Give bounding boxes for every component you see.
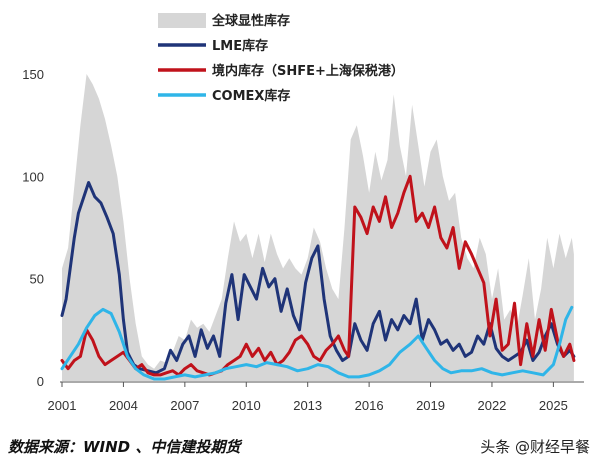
legend-label: 境内库存（SHFE+上海保税港） bbox=[212, 63, 404, 79]
watermark-text: 头条 @财经早餐 bbox=[480, 438, 590, 456]
source-note: 数据来源：WIND 、中信建投期货 bbox=[8, 438, 241, 456]
x-tick-label: 2016 bbox=[355, 398, 384, 413]
axis-layer: 0 50 100 150 2001 2004 2007 2010 2013 2016 2019 202… bbox=[22, 67, 584, 413]
y-tick-label: 150 bbox=[22, 67, 44, 82]
x-tick-label: 2001 bbox=[48, 398, 77, 413]
x-tick-label: 2022 bbox=[477, 398, 506, 413]
y-tick-label: 50 bbox=[30, 272, 44, 287]
series-4-line bbox=[60, 305, 574, 381]
chart-area: 0 50 100 150 2001 2004 2007 2010 2013 2016 2019 202… bbox=[22, 13, 584, 413]
y-tick-label: 100 bbox=[22, 169, 44, 184]
legend-label: LME库存 bbox=[212, 38, 268, 54]
y-tick-label: 0 bbox=[37, 374, 44, 389]
series-1-area bbox=[62, 74, 574, 381]
x-tick-label: 2019 bbox=[416, 398, 445, 413]
series-3-line bbox=[60, 174, 576, 377]
x-tick-label: 2025 bbox=[539, 398, 568, 413]
legend-label: 全球显性库存 bbox=[211, 13, 290, 29]
x-tick-label: 2004 bbox=[109, 398, 138, 413]
x-tick-label: 2010 bbox=[232, 398, 261, 413]
x-tick-label: 2013 bbox=[293, 398, 322, 413]
x-tick-label: 2007 bbox=[170, 398, 199, 413]
legend-swatch bbox=[158, 13, 206, 28]
legend-label: COMEX库存 bbox=[212, 88, 290, 104]
plot-layer bbox=[60, 74, 576, 381]
